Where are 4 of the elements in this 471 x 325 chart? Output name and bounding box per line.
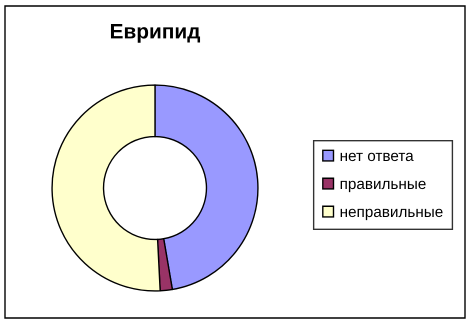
chart-title: Еврипид [110, 24, 200, 43]
legend-label: неправильные [340, 208, 443, 220]
legend-label: нет ответа [340, 152, 414, 162]
legend-label: правильные [340, 180, 426, 192]
